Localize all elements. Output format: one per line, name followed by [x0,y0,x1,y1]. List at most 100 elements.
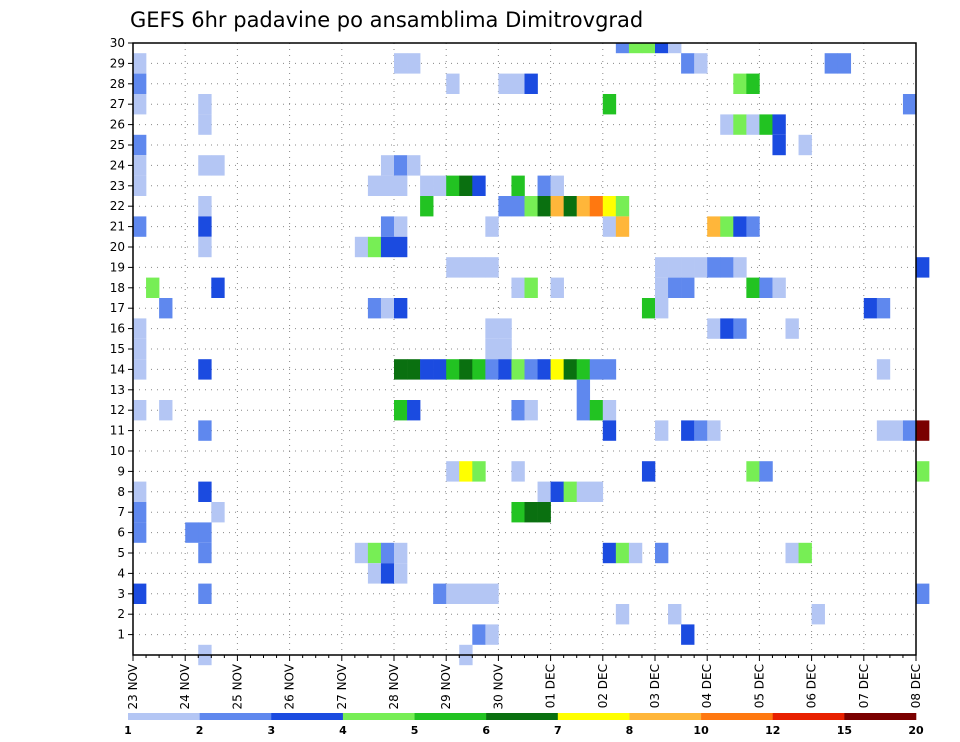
heatmap-cell [537,502,551,523]
heatmap-cell [394,175,408,196]
heatmap-cell [485,359,499,380]
heatmap-cell [354,236,369,258]
heatmap-cell [550,196,564,217]
heatmap-cell [837,53,852,74]
heatmap-cell [198,522,212,543]
y-tick-label: 6 [117,526,125,540]
heatmap-cell [159,400,173,421]
heatmap-cell [550,175,564,196]
heatmap-cell [446,359,460,380]
heatmap-cell [198,155,212,176]
heatmap-cell [485,216,499,237]
heatmap-cell [446,583,460,604]
heatmap-cell [472,175,486,196]
heatmap-cell [394,155,408,176]
legend-label: 4 [339,724,347,737]
y-tick-label: 21 [110,220,125,234]
heatmap-cell [916,420,930,441]
heatmap-cell [380,175,395,196]
heatmap-cell [459,461,473,482]
heatmap-cell [655,542,669,564]
heatmap-cell [472,461,486,482]
heatmap-cell [198,114,212,135]
heatmap-cell [394,298,408,319]
heatmap-cell [759,461,773,482]
legend-swatch [271,713,344,720]
heatmap-cell [641,461,656,482]
heatmap-cell [694,53,708,74]
heatmap-cell [133,583,147,604]
heatmap-cell [694,257,708,278]
legend-swatch [557,713,630,720]
x-tick-label: 25 NOV [230,663,244,709]
heatmap-cell [668,277,682,298]
heatmap-cell [459,175,473,196]
heatmap-cell [380,563,395,584]
heatmap-cell [472,624,486,645]
heatmap-cell [772,114,786,135]
heatmap-cell [133,94,147,115]
legend-label: 5 [411,724,419,737]
y-tick-label: 23 [110,179,125,193]
heatmap-cell [628,43,643,54]
heatmap-cell [589,400,604,421]
heatmap-cell [446,257,460,278]
heatmap-cell [511,461,525,482]
heatmap-cell [133,318,147,339]
y-tick-label: 22 [110,199,125,213]
legend-label: 7 [554,724,562,737]
heatmap-cell [902,420,917,441]
heatmap-cell [876,359,891,380]
heatmap-cell [407,359,421,380]
heatmap-cell [772,134,786,156]
heatmap-cell [211,502,225,523]
legend-label: 10 [693,724,709,737]
heatmap-cell [420,175,434,196]
heatmap-cell [550,277,564,298]
heatmap-cell [511,359,525,380]
y-tick-label: 17 [110,301,125,315]
heatmap-cell [916,461,930,482]
legend-swatch [701,713,774,720]
heatmap-cell [707,257,721,278]
heatmap-cell [537,196,551,217]
heatmap-cell [211,277,225,298]
heatmap-cell [133,155,147,176]
heatmap-cell [655,43,669,54]
heatmap-cell [550,481,564,502]
legend-swatch [844,713,917,720]
color-legend: 1 2 3 4 5 6 7 8 10 12 15 20 [124,713,924,737]
heatmap-cell [198,481,212,502]
heatmap-cell [524,400,538,421]
heatmap-cell [746,114,760,135]
heatmap-cell [733,216,747,237]
heatmap-cell [615,196,630,217]
y-tick-label: 3 [117,587,125,601]
heatmap-cell [511,175,525,196]
heatmap-cell [133,216,147,237]
heatmap-cell [133,53,147,74]
heatmap-cell [524,73,538,94]
heatmap-cell [511,502,525,523]
legend-swatch [772,713,845,720]
heatmap-cell [524,502,538,523]
y-tick-label: 8 [117,485,125,499]
y-tick-label: 26 [110,118,125,132]
x-tick-label: 03 DEC [648,664,662,708]
heatmap-cell [198,216,212,237]
heatmap-cell [655,298,669,319]
heatmap-cell [472,359,486,380]
heatmap-cell [615,542,630,564]
heatmap-cell [211,155,225,176]
heatmap-cell [550,359,564,380]
heatmap-cell [394,542,408,564]
heatmap-cell [485,583,499,604]
y-tick-label: 29 [110,56,125,70]
y-tick-label: 13 [110,383,125,397]
heatmap-cell [198,196,212,217]
heatmap-cell [733,114,747,135]
y-tick-label: 9 [117,464,125,478]
heatmap-cell [407,155,421,176]
heatmap-cell [133,359,147,380]
heatmap-cell [133,134,147,156]
